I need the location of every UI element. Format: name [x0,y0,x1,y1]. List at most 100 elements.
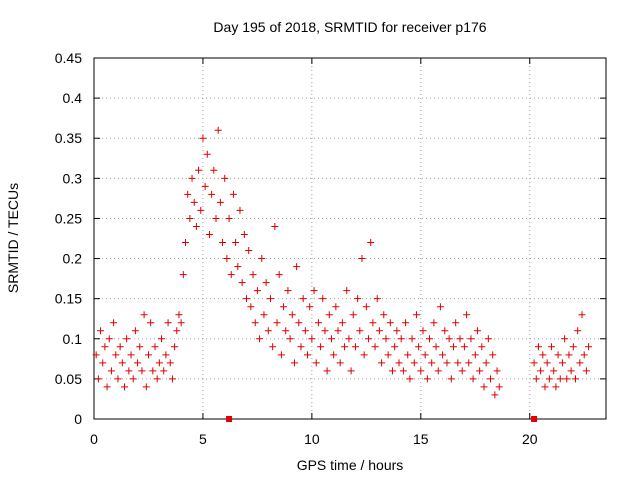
data-point [441,327,449,335]
data-point [317,343,325,351]
data-point [184,190,192,198]
data-point [216,198,224,206]
grid-lines [94,58,606,419]
data-point [465,359,473,367]
data-point [491,391,499,399]
data-point [480,383,488,391]
data-points [92,126,593,399]
data-point [345,335,353,343]
data-point [563,375,571,383]
data-point [334,327,342,335]
data-point [428,359,436,367]
data-point [397,335,405,343]
data-point [336,359,344,367]
data-point [162,351,170,359]
data-point [260,311,268,319]
data-point [140,311,148,319]
data-point [155,359,163,367]
data-point [240,230,248,238]
data-point [576,359,584,367]
data-point [125,367,133,375]
data-point [365,335,373,343]
data-point [569,343,577,351]
data-point [262,279,270,287]
data-point [349,311,357,319]
data-point [585,343,593,351]
data-point [351,343,359,351]
data-point [432,343,440,351]
data-point [436,303,444,311]
x-axis-title: GPS time / hours [297,457,404,473]
data-point [484,335,492,343]
data-point [406,375,414,383]
data-point [561,335,569,343]
data-point [197,206,205,214]
data-point [144,351,152,359]
data-point [347,367,355,375]
data-point [271,222,279,230]
data-point [116,343,124,351]
data-point [360,351,368,359]
data-point [423,375,431,383]
data-point [243,295,251,303]
data-point [543,359,551,367]
data-point [134,359,142,367]
data-point [567,367,575,375]
data-point [284,287,292,295]
data-point [299,295,307,303]
data-point [101,343,109,351]
data-point [205,230,213,238]
data-point [469,375,477,383]
data-point [297,343,305,351]
data-point [534,343,542,351]
data-point [171,343,179,351]
data-point [112,351,120,359]
y-tick-label: 0.2 [63,251,83,267]
data-point [574,327,582,335]
data-point [190,198,198,206]
data-point [399,367,407,375]
data-point [358,255,366,263]
data-point [454,359,462,367]
data-point [99,359,107,367]
x-tick-label: 20 [522,431,538,447]
data-point [160,367,168,375]
data-point [288,311,296,319]
data-point [404,351,412,359]
data-point [471,351,479,359]
data-point [384,351,392,359]
data-point [138,367,146,375]
data-point [332,303,340,311]
data-point [338,319,346,327]
data-point [578,311,586,319]
data-point [236,206,244,214]
data-point [182,239,190,247]
data-point [251,319,259,327]
data-point [280,303,288,311]
data-point [151,343,159,351]
data-point [388,367,396,375]
data-point [282,327,290,335]
data-point [229,190,237,198]
data-point [245,247,253,255]
x-tick-label: 0 [90,431,98,447]
data-point [463,311,471,319]
data-point [195,166,203,174]
y-axis-title: SRMTID / TECUs [5,183,21,293]
data-point [378,359,386,367]
data-point [319,295,327,303]
data-point [537,367,545,375]
data-point [489,351,497,359]
data-point [149,367,157,375]
data-point [452,319,460,327]
data-point [168,375,176,383]
data-point [153,375,161,383]
data-point [107,367,115,375]
data-point [186,214,194,222]
data-point [269,343,277,351]
data-point [164,319,172,327]
data-point [286,335,294,343]
data-point [556,375,564,383]
data-point [341,343,349,351]
